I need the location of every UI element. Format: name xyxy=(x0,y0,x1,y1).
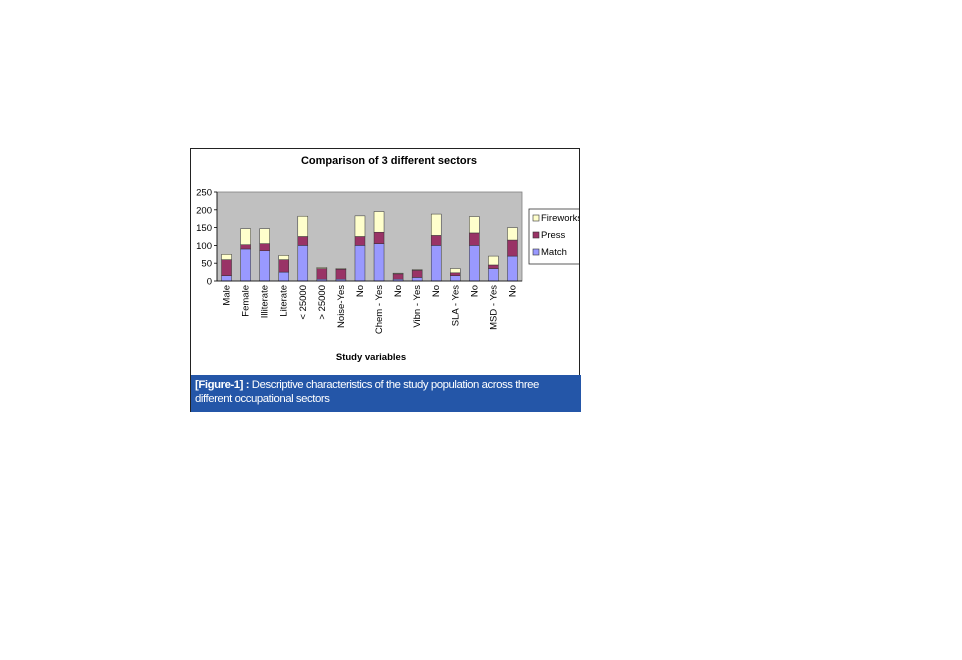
x-tick-label: No xyxy=(431,285,442,297)
bar-press xyxy=(469,232,480,246)
x-axis-label: Study variables xyxy=(336,352,406,363)
x-tick-label: No xyxy=(393,285,404,297)
bar-match xyxy=(297,245,309,282)
bar-match xyxy=(507,255,518,282)
legend-swatch-fireworks xyxy=(532,214,540,222)
bar-match xyxy=(373,243,385,282)
legend: Fireworks Press Match xyxy=(528,208,579,265)
bar-match xyxy=(488,268,499,282)
legend-swatch-match xyxy=(532,248,540,256)
bar-press xyxy=(392,273,404,280)
bar-fireworks xyxy=(392,272,404,275)
bar-press xyxy=(316,268,328,280)
bar-press xyxy=(335,269,347,280)
bar-fireworks xyxy=(430,213,442,236)
x-tick-label: Female xyxy=(241,285,252,317)
legend-label-press: Press xyxy=(541,230,566,241)
y-tick-label: 0 xyxy=(207,277,212,288)
chart-title: Comparison of 3 different sectors xyxy=(301,155,477,167)
bar-match xyxy=(259,250,270,282)
x-tick-label: Chem - Yes xyxy=(374,285,385,334)
bar-press xyxy=(354,236,366,246)
x-tick-label: Illiterate xyxy=(260,285,271,318)
y-tick-label: 50 xyxy=(201,259,212,270)
bar-fireworks xyxy=(278,255,289,260)
bar-press xyxy=(221,259,232,276)
legend-label-match: Match xyxy=(541,247,567,258)
bar-press xyxy=(430,235,442,246)
bar-press xyxy=(259,243,270,251)
bar-press xyxy=(278,259,289,273)
x-tick-label: Male xyxy=(222,285,233,306)
caption-ref: [Figure-1] : xyxy=(195,379,250,391)
bar-fireworks xyxy=(488,255,499,266)
bar-fireworks xyxy=(221,254,232,260)
bar-fireworks xyxy=(240,228,251,245)
legend-label-fireworks: Fireworks xyxy=(541,213,579,224)
bar-match xyxy=(278,271,289,282)
x-tick-label: SLA - Yes xyxy=(450,285,461,326)
x-tick-label: Vibn - Yes xyxy=(412,285,423,328)
figure: Comparison of 3 different sectors 0 50 100… xyxy=(190,148,581,412)
x-tick-label: > 25000 xyxy=(317,285,328,320)
bar-match xyxy=(240,248,251,282)
x-axis: Male Female Illiterate Literate < 25000 > 250… xyxy=(217,280,522,334)
bar-match xyxy=(430,245,442,282)
chart: Comparison of 3 different sectors 0 50 100… xyxy=(196,155,579,363)
bar-press xyxy=(507,239,518,257)
y-tick-label: 100 xyxy=(196,241,212,252)
bar-fireworks xyxy=(297,215,309,237)
bar-press xyxy=(488,264,499,269)
x-tick-label: Literate xyxy=(279,285,290,317)
bar-fireworks xyxy=(354,215,366,237)
figure-caption: [Figure-1] : Descriptive characteristics… xyxy=(191,375,581,412)
x-tick-label: No xyxy=(355,285,366,297)
bar-fireworks xyxy=(469,216,480,234)
x-tick-label: No xyxy=(507,285,518,297)
bar-press xyxy=(240,244,251,250)
bar-fireworks xyxy=(259,228,270,244)
bar-match xyxy=(450,275,461,282)
x-tick-label: < 25000 xyxy=(298,285,309,320)
bar-press xyxy=(297,236,309,246)
bar-match xyxy=(411,277,423,282)
bar-press xyxy=(373,231,385,244)
caption-text: Descriptive characteristics of the study… xyxy=(195,379,539,405)
bar-fireworks xyxy=(335,268,347,270)
bar-fireworks xyxy=(316,267,328,269)
x-tick-label: Noise-Yes xyxy=(336,285,347,328)
legend-swatch-press xyxy=(532,231,540,239)
bar-fireworks xyxy=(450,268,461,274)
y-tick-label: 150 xyxy=(196,223,212,234)
y-tick-label: 200 xyxy=(196,205,212,216)
bar-match xyxy=(221,275,232,282)
bar-press xyxy=(411,270,423,278)
y-tick-label: 250 xyxy=(196,188,212,199)
bar-fireworks xyxy=(507,227,518,241)
bar-fireworks xyxy=(373,211,385,233)
x-tick-label: MSD - Yes xyxy=(488,285,499,330)
y-axis: 0 50 100 150 200 250 xyxy=(196,188,218,288)
bar-press xyxy=(450,272,461,276)
bar-match xyxy=(469,245,480,282)
bar-match xyxy=(354,245,366,282)
x-tick-label: No xyxy=(469,285,480,297)
bar-fireworks xyxy=(411,269,423,271)
